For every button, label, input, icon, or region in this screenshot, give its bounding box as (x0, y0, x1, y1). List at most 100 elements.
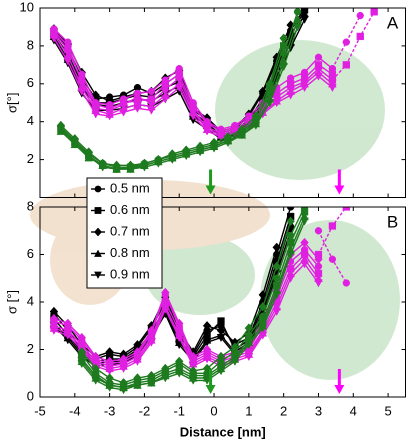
marker (300, 237, 309, 248)
y-axis-label: σ [°] (4, 290, 19, 314)
x-tick-label: 4 (350, 403, 357, 418)
marker (174, 369, 184, 378)
y-tick-label: 4 (27, 113, 34, 128)
marker (217, 317, 225, 325)
marker (216, 367, 226, 376)
x-tick-label: -1 (173, 403, 185, 418)
x-tick-label: 1 (245, 403, 252, 418)
marker (300, 217, 309, 226)
marker (328, 255, 337, 263)
arrow-head (205, 385, 216, 394)
y-tick-label: 8 (27, 198, 34, 213)
marker (356, 32, 364, 41)
marker (300, 15, 309, 24)
marker (216, 351, 226, 362)
y-axis-label: σ[°] (4, 93, 19, 113)
marker (154, 159, 163, 168)
marker (279, 33, 288, 44)
marker (300, 260, 309, 269)
marker (286, 250, 295, 259)
marker (286, 91, 295, 100)
y-tick-label: 2 (27, 341, 34, 356)
marker (342, 38, 350, 46)
marker (202, 363, 212, 374)
y-tick-label: 6 (27, 246, 34, 261)
marker (174, 333, 184, 343)
legend-marker (94, 271, 102, 279)
panel-label: A (387, 13, 399, 32)
marker (272, 307, 282, 316)
marker (314, 250, 323, 259)
x-tick-label: 0 (210, 403, 217, 418)
marker (84, 152, 94, 161)
x-tick-label: 5 (384, 403, 391, 418)
marker (209, 144, 219, 153)
marker (265, 99, 275, 108)
marker (237, 131, 247, 140)
marker (272, 242, 281, 253)
marker (147, 325, 156, 336)
marker (119, 108, 128, 117)
legend-label: 0.7 nm (110, 223, 150, 238)
marker (147, 87, 156, 96)
marker (342, 279, 350, 287)
arrow-head (205, 185, 216, 195)
marker (91, 363, 100, 374)
marker (202, 355, 212, 364)
legend-marker (94, 207, 102, 214)
marker (272, 261, 281, 272)
legend-label: 0.5 nm (110, 180, 150, 195)
marker (160, 305, 170, 314)
marker (230, 342, 240, 352)
marker (77, 332, 87, 343)
marker (105, 347, 114, 357)
marker (244, 352, 254, 362)
marker (356, 11, 364, 20)
marker (258, 324, 268, 333)
marker (216, 133, 226, 142)
marker (279, 63, 288, 72)
x-tick-label: 2 (280, 403, 287, 418)
marker (342, 61, 350, 69)
marker (126, 165, 135, 174)
marker (105, 367, 114, 376)
marker (202, 338, 212, 347)
marker (119, 386, 128, 395)
marker (328, 76, 337, 84)
legend-label: 0.9 nm (110, 266, 150, 281)
y-tick-label: 0 (27, 388, 34, 403)
marker (147, 106, 156, 115)
y-tick-label: 4 (27, 293, 34, 308)
plots: 2 4 6 8 10 Aσ[°] 0 2 4 6 8 -5 -4 -3 -2 -1 0 1 2 3 4 5 Bσ [°] Di… (4, 0, 406, 439)
series-line (81, 221, 292, 384)
panel-label: B (387, 212, 398, 231)
arrow-head (334, 385, 345, 394)
x-tick-label: -5 (34, 403, 46, 418)
marker (63, 41, 73, 51)
marker (133, 381, 142, 390)
arrow-head (334, 185, 345, 195)
x-tick-label: -2 (139, 403, 151, 418)
marker (49, 313, 59, 324)
marker (258, 301, 268, 312)
marker (49, 34, 59, 43)
protein-blob (215, 40, 385, 180)
marker (70, 138, 80, 147)
marker (286, 216, 295, 227)
marker (160, 374, 170, 383)
marker (223, 138, 233, 147)
marker (216, 333, 226, 343)
x-axis-label: Distance [nm] (180, 424, 266, 439)
marker (112, 165, 121, 174)
marker (91, 110, 101, 119)
legend-label: 0.8 nm (110, 245, 150, 260)
marker (147, 379, 156, 388)
x-tick-label: -4 (69, 403, 81, 418)
marker (314, 53, 323, 61)
marker (49, 326, 59, 335)
axes-frame (39, 7, 406, 198)
marker (133, 357, 142, 366)
marker (174, 83, 184, 93)
